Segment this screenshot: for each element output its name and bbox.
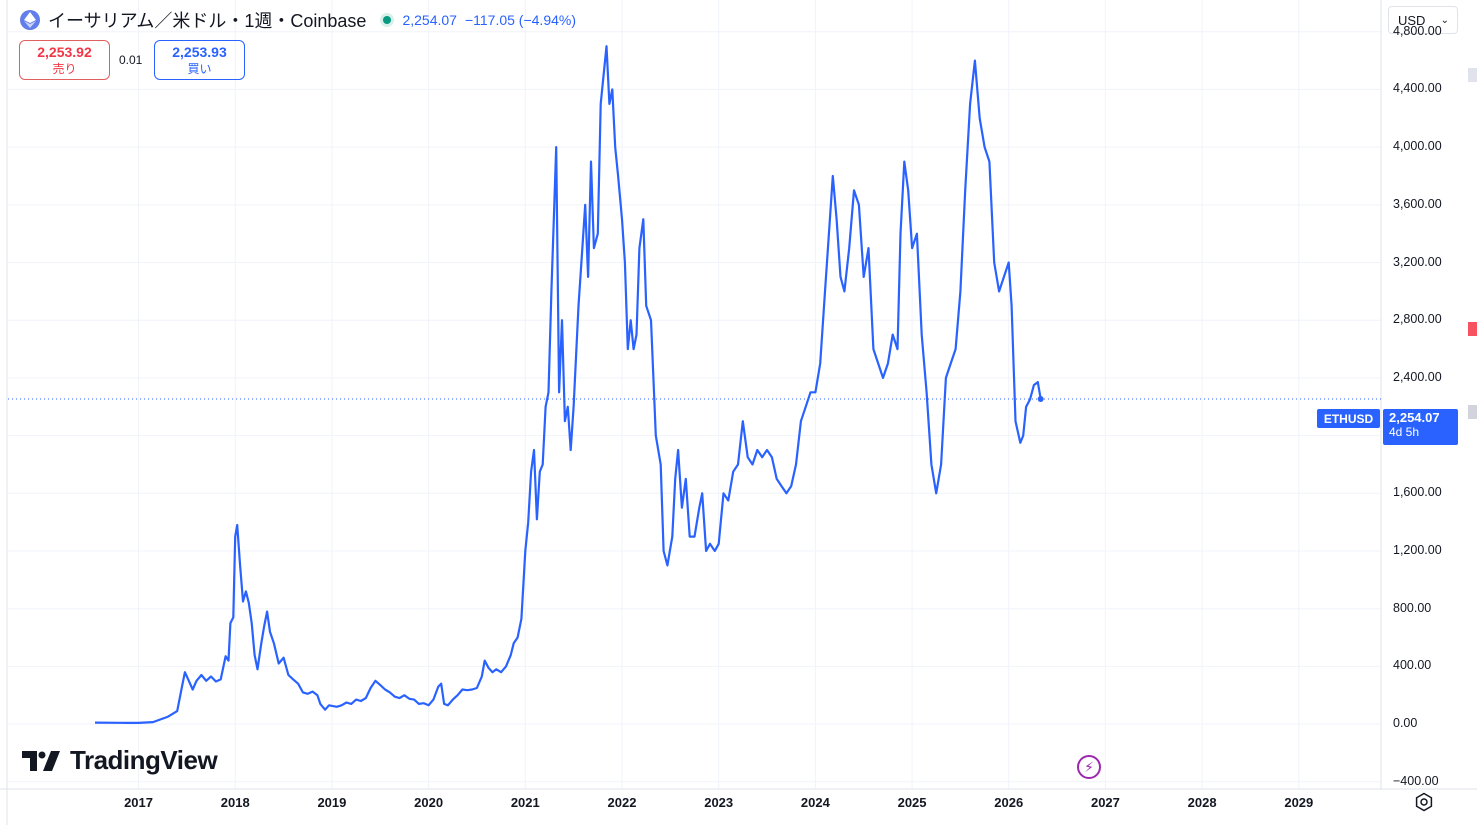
gear-icon[interactable] [1414,792,1434,812]
y-tick-label: 0.00 [1393,716,1418,731]
y-tick-label: 3,600.00 [1393,196,1442,211]
symbol-title[interactable]: イーサリアム／米ドル・1週・Coinbase [48,11,367,31]
y-tick-label: 1,600.00 [1393,485,1442,500]
x-tick-label: 2024 [800,795,830,810]
y-tick-label: 3,200.00 [1393,254,1442,269]
y-tick-label: 4,800.00 [1393,23,1442,38]
ethereum-icon [20,10,40,30]
last-price-point [1037,395,1044,402]
x-tick-label: 2026 [994,795,1024,810]
y-tick-label: 400.00 [1393,658,1432,673]
currency-select[interactable]: USD ⌄ [1388,6,1458,34]
symbol-header: イーサリアム／米ドル・1週・Coinbase 2,254.07 −117.05 … [20,8,576,32]
lightning-icon[interactable]: ⚡ [1077,755,1101,779]
price-series-line [94,45,1042,724]
chevron-down-icon: ⌄ [1440,14,1449,26]
symbol-tag: ETHUSD [1317,409,1380,428]
horizontal-grid [8,31,1381,783]
x-tick-label: 2027 [1090,795,1120,810]
x-tick-label: 2018 [220,795,250,810]
y-tick-label: 2,800.00 [1393,312,1442,327]
x-tick-label: 2023 [704,795,734,810]
currency-value: USD [1398,12,1426,28]
vertical-grid [138,0,1300,789]
price-tag: 2,254.07 4d 5h [1383,409,1458,445]
spread-value: 0.01 [119,53,143,67]
bar-countdown: 4d 5h [1389,425,1420,439]
scroll-marker [1468,405,1477,419]
y-tick-label: 4,400.00 [1393,81,1442,96]
x-tick-label: 2028 [1187,795,1217,810]
x-tick-label: 2025 [897,795,927,810]
x-tick-label: 2021 [510,795,540,810]
logo-text: TradingView [70,745,218,775]
price-tag-value: 2,254.07 [1389,410,1440,425]
y-tick-label: −400.00 [1393,773,1439,788]
x-tick-label: 2017 [124,795,153,810]
x-tick-label: 2020 [414,795,444,810]
sell-price: 2,253.92 [37,43,92,60]
market-status-icon [380,13,395,27]
x-tick-label: 2029 [1284,795,1314,810]
y-tick-label: 1,200.00 [1393,543,1442,557]
sell-button[interactable]: 2,253.92 売り [19,40,110,80]
last-price: 2,254.07 [402,12,457,28]
sell-label: 売り [52,61,77,76]
y-tick-label: 2,400.00 [1393,369,1442,384]
tradingview-logo[interactable]: TradingView [22,745,218,776]
buy-button[interactable]: 2,253.93 買い [154,40,245,80]
scroll-marker [1468,68,1477,82]
buy-label: 買い [187,61,212,76]
y-tick-label: 800.00 [1393,600,1432,615]
scroll-marker [1468,322,1477,336]
price-change: −117.05 (−4.94%) [464,12,576,28]
y-tick-label: 4,000.00 [1393,139,1442,154]
tradingview-logo-icon [22,750,60,771]
buy-price: 2,253.93 [172,43,227,60]
x-tick-label: 2019 [317,795,347,810]
x-tick-label: 2022 [607,795,637,810]
